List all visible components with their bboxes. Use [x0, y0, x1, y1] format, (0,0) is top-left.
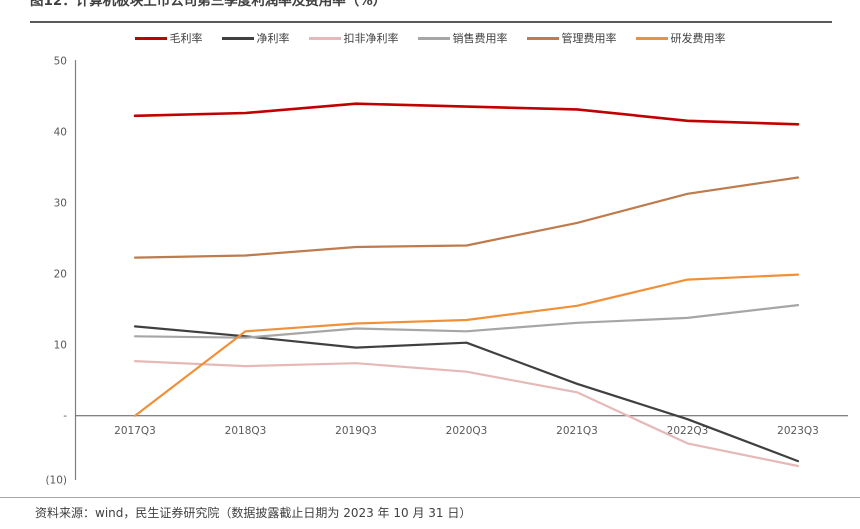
x-tick-label: 2017Q3 — [114, 425, 156, 437]
y-tick-label: 50 — [54, 56, 67, 68]
source-note: 资料来源：wind，民生证券研究院（数据披露截止日期为 2023 年 10 月 … — [35, 506, 472, 520]
legend-item-admin-expense: 管理费用率 — [526, 30, 617, 46]
x-tick-label: 2022Q3 — [667, 425, 709, 437]
y-tick-label: 30 — [54, 198, 67, 210]
legend-item-net-margin: 净利率 — [221, 30, 290, 46]
x-tick-label: 2020Q3 — [446, 425, 488, 437]
x-tick-label: 2019Q3 — [335, 425, 377, 437]
x-tick-label: 2018Q3 — [225, 425, 267, 437]
legend-label: 扣非净利率 — [343, 32, 399, 45]
y-tick-label: 10 — [54, 339, 67, 351]
legend-item-adjusted-net-margin: 扣非净利率 — [308, 30, 399, 46]
sales-expense-swatch-icon — [417, 36, 450, 40]
legend-label: 销售费用率 — [452, 32, 508, 45]
rd-expense-line — [133, 273, 800, 417]
admin-expense-swatch-icon — [526, 36, 559, 40]
legend-item-gross-margin: 毛利率 — [134, 30, 203, 46]
x-tick-label: 2023Q3 — [777, 425, 819, 437]
y-tick-label: (10) — [45, 475, 67, 487]
x-tick-label: 2021Q3 — [556, 425, 598, 437]
net-margin-line — [133, 325, 800, 463]
title-rule — [30, 21, 832, 23]
gross-margin-line — [133, 102, 800, 126]
gross-margin-swatch-icon — [134, 36, 167, 40]
legend-label: 研发费用率 — [670, 32, 726, 45]
legend-item-rd-expense: 研发费用率 — [635, 30, 726, 46]
source-rule — [0, 497, 860, 498]
y-tick-label: 40 — [54, 127, 67, 139]
adjusted-net-margin-line — [133, 360, 800, 468]
legend-label: 管理费用率 — [561, 32, 617, 45]
sales-expense-line — [133, 304, 800, 339]
legend-item-sales-expense: 销售费用率 — [417, 30, 508, 46]
y-tick-label: 20 — [54, 268, 67, 280]
legend-label: 净利率 — [256, 32, 290, 45]
adjusted-net-margin-swatch-icon — [308, 36, 341, 40]
rd-expense-swatch-icon — [635, 36, 668, 40]
legend-label: 毛利率 — [169, 32, 203, 45]
y-tick-label: - — [63, 410, 67, 422]
chart-legend: 毛利率 净利率 扣非净利率 销售费用率 管理费用率 研发费用率 — [0, 30, 860, 46]
admin-expense-line — [133, 176, 800, 259]
page-title: 图12：计算机板块上市公司第三季度利润率及费用率（%） — [30, 0, 387, 9]
net-margin-swatch-icon — [221, 36, 254, 40]
